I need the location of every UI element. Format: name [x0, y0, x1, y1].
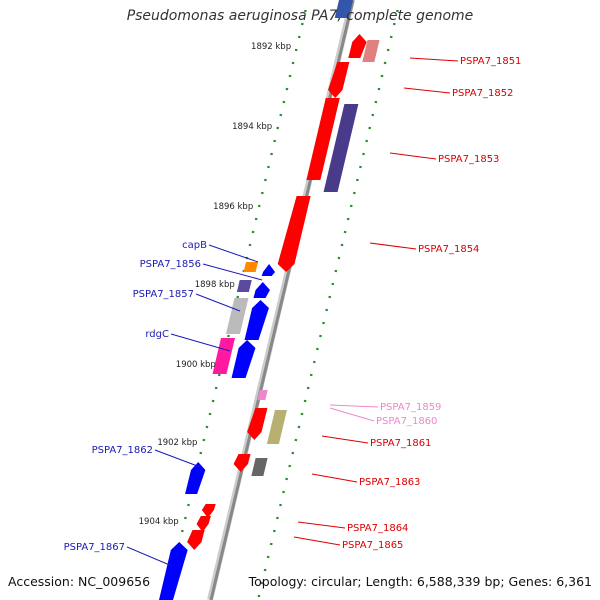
- leader-line: [311, 473, 358, 483]
- map-title: Pseudomonas aeruginosa PA7, complete gen…: [126, 8, 474, 24]
- gene-shape: [233, 454, 251, 472]
- genome-summary-text: Topology: circular; Length: 6,588,339 bp…: [248, 574, 592, 589]
- gene-label: PSPA7_1851: [460, 56, 521, 67]
- leader-line: [329, 404, 379, 408]
- scale-label: 1894 kbp: [232, 122, 272, 132]
- gene-label: PSPA7_1859: [380, 402, 441, 413]
- gene-shape: [247, 408, 268, 440]
- gene-label: PSPA7_1861: [370, 438, 431, 449]
- gene-shape: [266, 410, 287, 444]
- gene-shape: [236, 280, 252, 292]
- gene-shape: [187, 530, 205, 550]
- scale-label: 1898 kbp: [195, 280, 235, 290]
- leader-line: [389, 152, 437, 160]
- gene-label: PSPA7_1867: [64, 542, 125, 553]
- gene-shape: [251, 458, 268, 476]
- leader-line: [202, 263, 263, 281]
- gene-shape: [253, 282, 270, 298]
- gene-shape: [261, 264, 276, 276]
- gene-shape: [362, 40, 380, 62]
- scale-label: 1902 kbp: [157, 438, 197, 448]
- gene-shape: [306, 98, 340, 180]
- leader-line: [297, 521, 346, 529]
- gene-label: PSPA7_1864: [347, 523, 408, 534]
- leader-line: [293, 536, 341, 546]
- leader-line: [195, 293, 241, 312]
- gene-shape: [225, 298, 249, 334]
- leader-line: [170, 333, 231, 352]
- gene-shape: [185, 462, 206, 494]
- leader-line: [154, 449, 201, 468]
- gene-label: capB: [182, 240, 207, 251]
- gene-shape: [257, 390, 268, 400]
- gene-shape: [231, 340, 256, 378]
- gene-label: PSPA7_1856: [140, 259, 201, 270]
- gene-label: PSPA7_1853: [438, 154, 499, 165]
- gene-shape: [277, 196, 311, 272]
- gene-shape: [244, 300, 269, 340]
- gene-shape: [212, 338, 236, 374]
- gene-label: PSPA7_1862: [92, 445, 153, 456]
- gene-shape: [334, 0, 353, 18]
- gene-label: PSPA7_1854: [418, 244, 479, 255]
- gene-label: PSPA7_1860: [376, 416, 437, 427]
- gene-label: PSPA7_1865: [342, 540, 403, 551]
- gene-shape: [196, 516, 211, 532]
- gene-shape: [243, 262, 258, 272]
- leader-line: [403, 87, 451, 94]
- leader-line: [409, 57, 459, 62]
- gene-label: PSPA7_1852: [452, 88, 513, 99]
- leader-line: [329, 407, 375, 422]
- scale-label: 1900 kbp: [176, 360, 216, 370]
- scale-label: 1904 kbp: [139, 517, 179, 527]
- scale-label: 1892 kbp: [251, 42, 291, 52]
- gene-shape: [323, 104, 359, 192]
- leader-line: [369, 242, 417, 250]
- leader-line: [321, 435, 369, 444]
- gene-label: rdgC: [145, 329, 169, 340]
- gene-label: PSPA7_1863: [359, 477, 420, 488]
- gene-label: PSPA7_1857: [133, 289, 194, 300]
- leader-line: [126, 546, 173, 567]
- gene-shape: [348, 34, 367, 58]
- gene-shape: [201, 504, 216, 518]
- gene-shape: [159, 542, 188, 600]
- accession-text: Accession: NC_009656: [8, 574, 151, 589]
- leader-line: [208, 244, 259, 263]
- scale-label: 1896 kbp: [213, 202, 253, 212]
- gene-shape: [328, 62, 350, 98]
